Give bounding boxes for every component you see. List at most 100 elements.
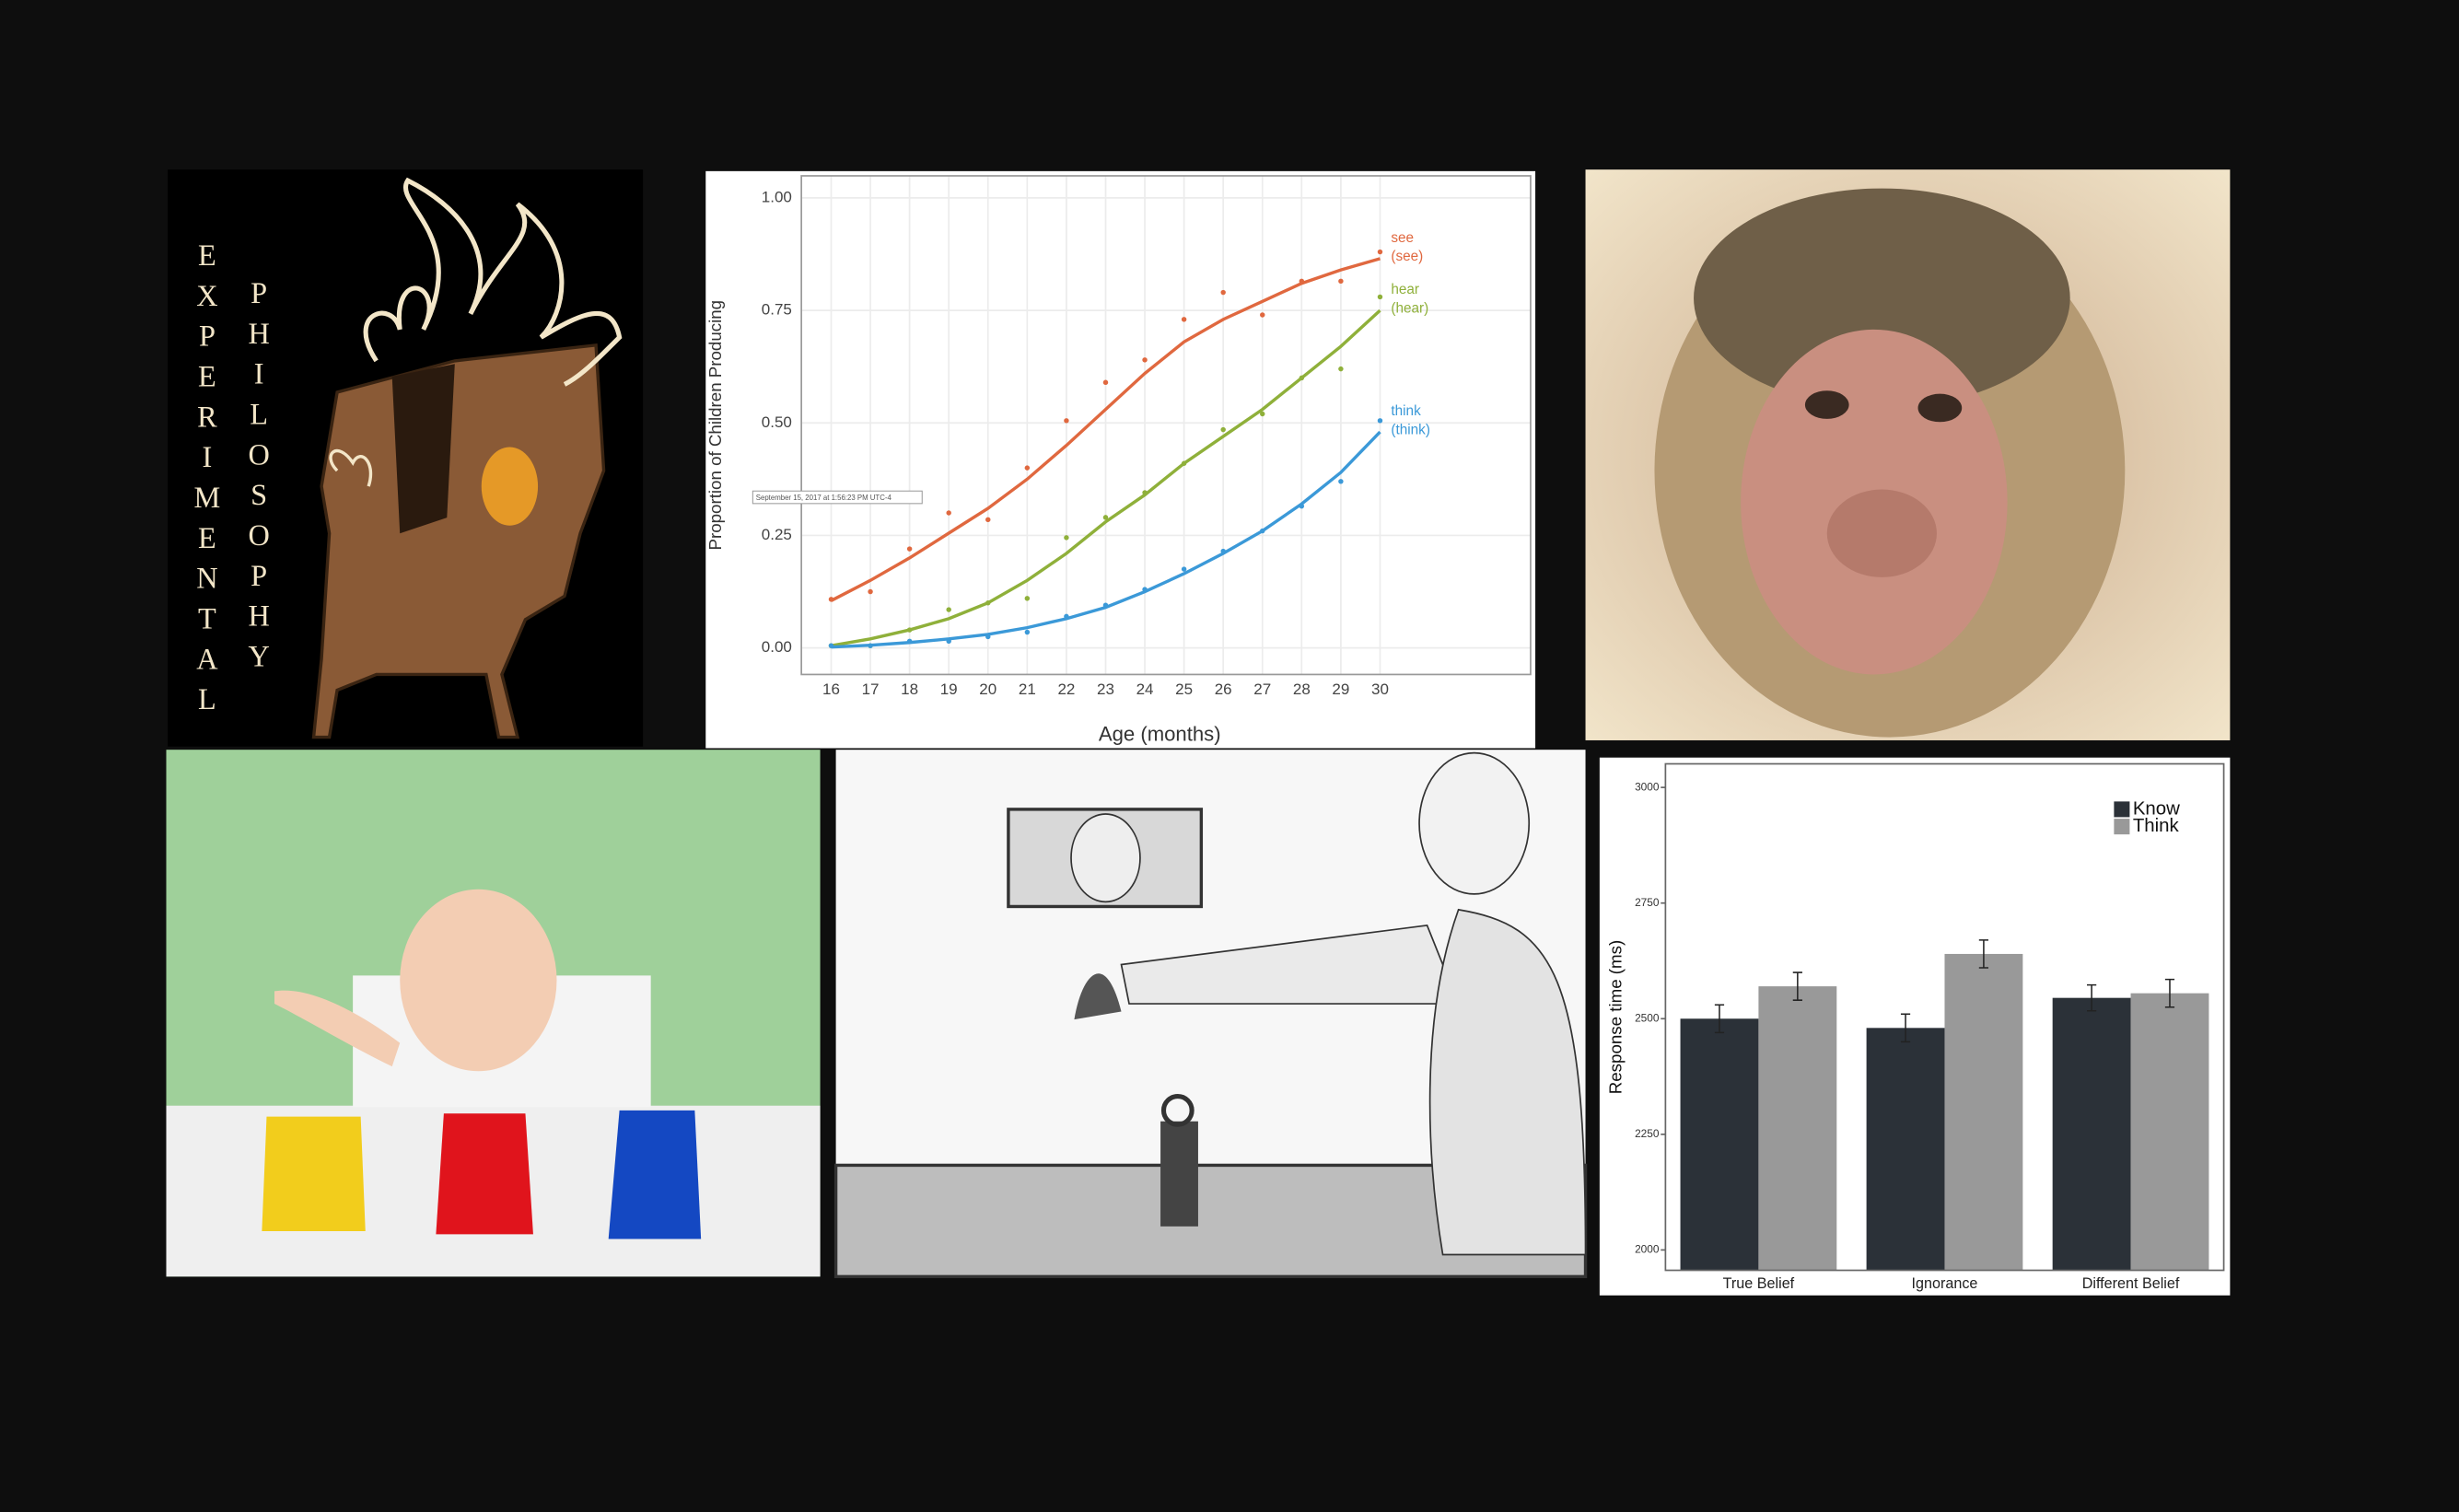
- y-tick-label: 1.00: [762, 188, 792, 205]
- data-point: [906, 627, 913, 633]
- fit-line: [831, 308, 1381, 647]
- x-tick-label: 28: [1293, 680, 1311, 698]
- data-point: [1024, 596, 1031, 601]
- series-sublabel: (see): [1391, 249, 1423, 264]
- data-point: [1064, 535, 1069, 541]
- error-bar: [1900, 1013, 1911, 1043]
- data-point: [1181, 317, 1187, 322]
- error-bar: [2164, 978, 2175, 1008]
- data-point: [946, 510, 951, 516]
- y-axis-title: Proportion of Children Producing: [705, 300, 725, 551]
- baby-arm: [274, 990, 401, 1067]
- poster: EXPERIMENTAL PHILOSOPHY: [168, 169, 644, 747]
- bell: [1074, 973, 1122, 1020]
- error-bar: [1978, 939, 1989, 969]
- y-axis-title: Response time (ms): [1606, 940, 1626, 1094]
- data-point: [1102, 379, 1109, 386]
- object: [1160, 1121, 1198, 1227]
- x-tick-label: 22: [1057, 680, 1075, 698]
- x-tick-label: 19: [940, 680, 958, 698]
- data-point: [1181, 566, 1187, 572]
- chair: [311, 343, 606, 739]
- data-point: [1338, 366, 1344, 372]
- error-bar: [1792, 971, 1802, 1001]
- poster-word: EXPERIMENTAL: [191, 238, 224, 723]
- x-tick-label: 16: [822, 680, 840, 698]
- series-sublabel: (think): [1391, 422, 1430, 437]
- x-tick-label: 18: [901, 680, 918, 698]
- data-point: [1338, 479, 1344, 484]
- baby-photo: [166, 750, 821, 1277]
- bar: [1944, 953, 2023, 1271]
- plot-frame: [800, 175, 1532, 676]
- bar: [1758, 986, 1837, 1271]
- data-point: [1102, 602, 1109, 608]
- data-point: [946, 607, 951, 612]
- small-flame: [329, 448, 373, 487]
- series-label: think: [1391, 403, 1421, 419]
- data-point: [828, 597, 834, 602]
- bar: [1866, 1028, 1945, 1271]
- x-tick-label: 30: [1371, 680, 1389, 698]
- data-point: [1299, 503, 1305, 509]
- x-tick-label: 24: [1136, 680, 1154, 698]
- y-tick-label: 2500: [1635, 1011, 1660, 1024]
- plot-frame: [1664, 762, 2225, 1272]
- poster-word: PHILOSOPHY: [242, 276, 275, 680]
- y-tick-label: 3000: [1635, 780, 1660, 793]
- x-tick-label: 29: [1332, 680, 1349, 698]
- error-bar: [2087, 983, 2097, 1012]
- fire: [481, 447, 539, 526]
- x-tick-label: 25: [1175, 680, 1193, 698]
- data-point: [1142, 490, 1148, 495]
- eye: [1804, 390, 1849, 419]
- data-point: [1142, 357, 1148, 363]
- data-point: [1220, 426, 1226, 433]
- legend-swatch: [2114, 801, 2130, 818]
- legend-swatch: [2114, 819, 2130, 835]
- data-point: [1299, 375, 1305, 381]
- x-tick-label: 17: [862, 680, 880, 698]
- cup: [608, 1110, 702, 1239]
- bar: [2130, 993, 2209, 1271]
- monkey-photo: [1585, 169, 2231, 740]
- data-point: [1377, 418, 1383, 424]
- data-point: [1377, 294, 1383, 300]
- flames: [363, 177, 623, 387]
- x-tick-label: 23: [1097, 680, 1114, 698]
- data-point: [906, 638, 913, 645]
- data-point: [1338, 278, 1344, 285]
- annotation: September 15, 2017 at 1:56:23 PM UTC-4: [756, 494, 892, 502]
- bar: [2052, 997, 2131, 1271]
- baby-head: [400, 889, 557, 1072]
- bar: [1680, 1018, 1759, 1271]
- data-point: [1024, 629, 1031, 635]
- data-point: [906, 546, 913, 552]
- y-tick-label: 0.50: [762, 413, 792, 431]
- body: [1428, 908, 1587, 1256]
- object-top: [1160, 1093, 1195, 1127]
- x-tick-label: 20: [979, 680, 996, 698]
- x-tick-label: Different Belief: [2082, 1275, 2180, 1292]
- fit-line: [830, 257, 1381, 602]
- annotation-box: [752, 490, 923, 505]
- head-top: [1694, 188, 2070, 408]
- legend-label: Think: [2133, 816, 2180, 836]
- x-tick-label: 27: [1253, 680, 1271, 698]
- series-sublabel: (hear): [1391, 300, 1428, 316]
- series-label: see: [1391, 230, 1414, 246]
- x-axis-title: Age (months): [1099, 723, 1221, 746]
- data-point: [1102, 515, 1109, 520]
- x-tick-label: True Belief: [1723, 1275, 1795, 1292]
- data-point: [868, 588, 873, 595]
- cup: [262, 1116, 366, 1231]
- cup: [436, 1113, 533, 1235]
- data-point: [1024, 465, 1031, 471]
- data-point: [1260, 411, 1265, 417]
- data-point: [1064, 613, 1069, 620]
- line-chart-panel: [705, 170, 1536, 749]
- data-point: [828, 643, 834, 648]
- data-point: [868, 643, 873, 648]
- data-point: [1299, 278, 1305, 285]
- data-point: [1377, 249, 1383, 255]
